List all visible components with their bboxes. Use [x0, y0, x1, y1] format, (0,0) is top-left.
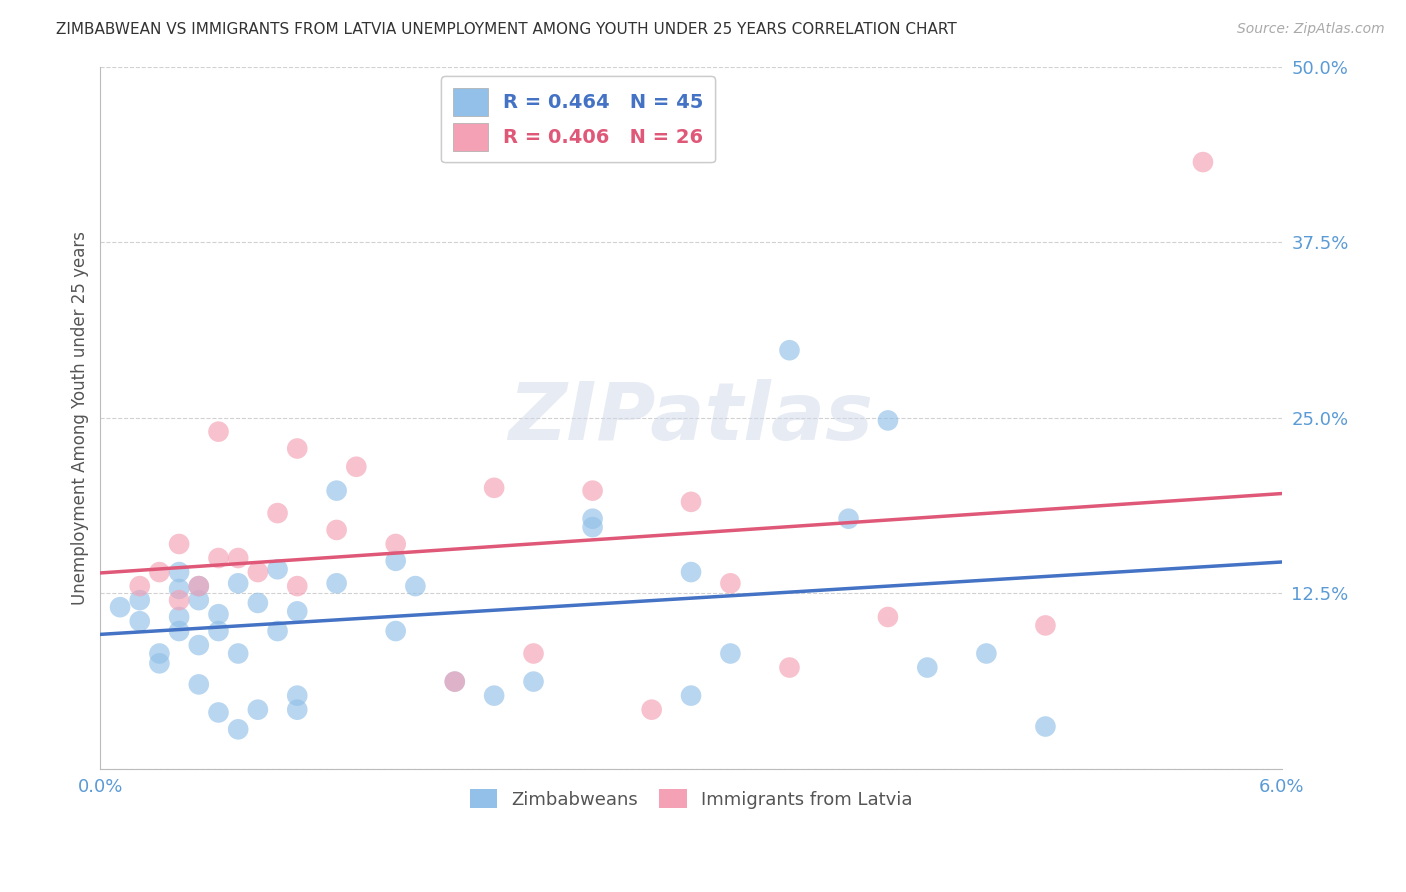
- Point: [207, 624, 229, 638]
- Point: [266, 506, 288, 520]
- Point: [384, 554, 406, 568]
- Point: [246, 596, 269, 610]
- Text: Source: ZipAtlas.com: Source: ZipAtlas.com: [1237, 22, 1385, 37]
- Point: [167, 582, 190, 596]
- Point: [482, 481, 505, 495]
- Point: [482, 689, 505, 703]
- Point: [108, 600, 131, 615]
- Point: [207, 551, 229, 566]
- Point: [187, 593, 209, 607]
- Point: [404, 579, 426, 593]
- Point: [325, 576, 347, 591]
- Point: [128, 614, 150, 628]
- Point: [167, 593, 190, 607]
- Point: [285, 604, 308, 618]
- Point: [877, 610, 900, 624]
- Point: [167, 565, 190, 579]
- Point: [325, 523, 347, 537]
- Point: [148, 565, 170, 579]
- Point: [443, 674, 465, 689]
- Point: [443, 674, 465, 689]
- Point: [226, 551, 249, 566]
- Point: [187, 579, 209, 593]
- Point: [718, 576, 741, 591]
- Point: [976, 647, 998, 661]
- Point: [285, 689, 308, 703]
- Point: [167, 610, 190, 624]
- Point: [226, 647, 249, 661]
- Point: [838, 512, 860, 526]
- Point: [285, 579, 308, 593]
- Point: [207, 607, 229, 622]
- Point: [877, 413, 900, 427]
- Text: ZIMBABWEAN VS IMMIGRANTS FROM LATVIA UNEMPLOYMENT AMONG YOUTH UNDER 25 YEARS COR: ZIMBABWEAN VS IMMIGRANTS FROM LATVIA UNE…: [56, 22, 957, 37]
- Point: [522, 647, 544, 661]
- Legend: Zimbabweans, Immigrants from Latvia: Zimbabweans, Immigrants from Latvia: [463, 782, 920, 816]
- Point: [679, 495, 702, 509]
- Point: [1192, 155, 1215, 169]
- Point: [187, 579, 209, 593]
- Point: [522, 674, 544, 689]
- Point: [128, 579, 150, 593]
- Y-axis label: Unemployment Among Youth under 25 years: Unemployment Among Youth under 25 years: [72, 231, 89, 605]
- Point: [917, 660, 939, 674]
- Point: [679, 689, 702, 703]
- Point: [384, 624, 406, 638]
- Point: [128, 593, 150, 607]
- Point: [266, 624, 288, 638]
- Point: [779, 660, 801, 674]
- Point: [285, 442, 308, 456]
- Point: [344, 459, 367, 474]
- Point: [718, 647, 741, 661]
- Point: [246, 565, 269, 579]
- Point: [148, 647, 170, 661]
- Point: [167, 624, 190, 638]
- Point: [779, 343, 801, 358]
- Point: [187, 677, 209, 691]
- Point: [246, 703, 269, 717]
- Point: [581, 520, 603, 534]
- Point: [581, 512, 603, 526]
- Point: [384, 537, 406, 551]
- Point: [1035, 618, 1057, 632]
- Point: [207, 706, 229, 720]
- Point: [148, 657, 170, 671]
- Text: ZIPatlas: ZIPatlas: [509, 378, 873, 457]
- Point: [1035, 719, 1057, 733]
- Point: [167, 537, 190, 551]
- Point: [581, 483, 603, 498]
- Point: [187, 638, 209, 652]
- Point: [640, 703, 662, 717]
- Point: [226, 576, 249, 591]
- Point: [325, 483, 347, 498]
- Point: [285, 703, 308, 717]
- Point: [226, 723, 249, 737]
- Point: [207, 425, 229, 439]
- Point: [266, 562, 288, 576]
- Point: [679, 565, 702, 579]
